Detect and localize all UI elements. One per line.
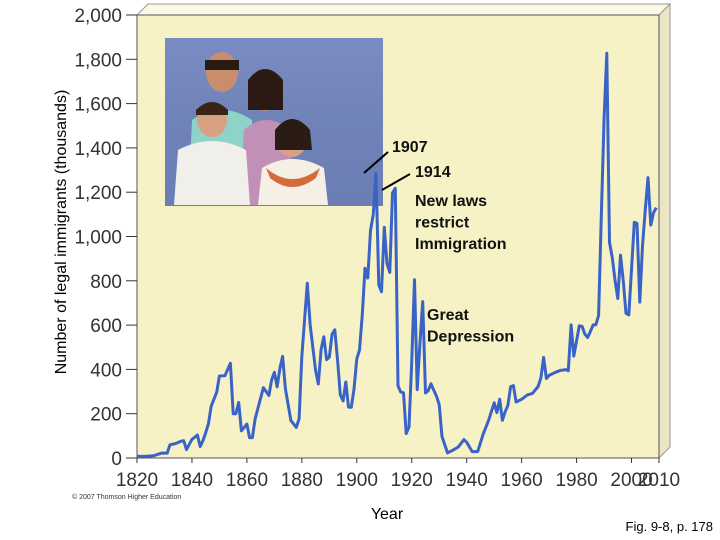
y-tick-label: 2,000 <box>74 6 122 27</box>
x-tick-label: 1840 <box>171 470 213 491</box>
chart-box-top-face <box>135 3 672 16</box>
copyright-credit: © 2007 Thomson Higher Education <box>72 493 181 501</box>
x-tick-label: 1920 <box>391 470 433 491</box>
annotation-label: 1914 <box>415 164 451 181</box>
annotation-leader <box>381 173 411 191</box>
x-tick-label: 1900 <box>336 470 378 491</box>
figure-caption: Fig. 9-8, p. 178 <box>626 519 713 534</box>
y-tick-label: 400 <box>90 360 122 381</box>
y-tick-label: 1,600 <box>74 95 122 116</box>
y-tick-label: 0 <box>111 449 122 470</box>
annotations: 1907 1914 New laws restrict Immigration Great… <box>363 139 514 346</box>
y-tick-label: 1,000 <box>74 228 122 249</box>
chart-box-right-face <box>658 2 671 460</box>
annotation-leader <box>363 151 389 174</box>
y-axis-ticks: 0 200 400 600 800 1,000 1,200 1,400 1,600 1,800 2,… <box>74 6 137 470</box>
x-tick-label: 2010 <box>638 470 680 491</box>
family-photo <box>165 38 383 206</box>
x-axis-ticks: 1820 1840 1860 1880 1900 1920 1940 1960 1980 2000… <box>116 458 680 491</box>
x-tick-label: 1820 <box>116 470 158 491</box>
annotation-label: New laws restrict Immigration <box>415 193 507 253</box>
annotation-label: Great Depression <box>427 307 514 346</box>
x-tick-label: 1880 <box>281 470 323 491</box>
series-layer <box>136 51 658 458</box>
x-tick-label: 1860 <box>226 470 268 491</box>
x-tick-label: 1940 <box>446 470 488 491</box>
y-tick-label: 1,200 <box>74 183 122 204</box>
y-tick-label: 600 <box>90 316 122 337</box>
x-tick-label: 2000 <box>610 470 652 491</box>
y-tick-label: 1,800 <box>74 50 122 71</box>
y-tick-label: 1,400 <box>74 139 122 160</box>
x-tick-label: 1980 <box>555 470 597 491</box>
x-axis-title: Year <box>371 506 404 523</box>
y-tick-label: 800 <box>90 272 122 293</box>
immigration-series-line <box>136 51 658 458</box>
y-axis-title: Number of legal immigrants (thousands) <box>53 90 70 375</box>
x-tick-label: 1960 <box>500 470 542 491</box>
y-tick-label: 200 <box>90 405 122 426</box>
annotation-label: 1907 <box>392 139 428 156</box>
